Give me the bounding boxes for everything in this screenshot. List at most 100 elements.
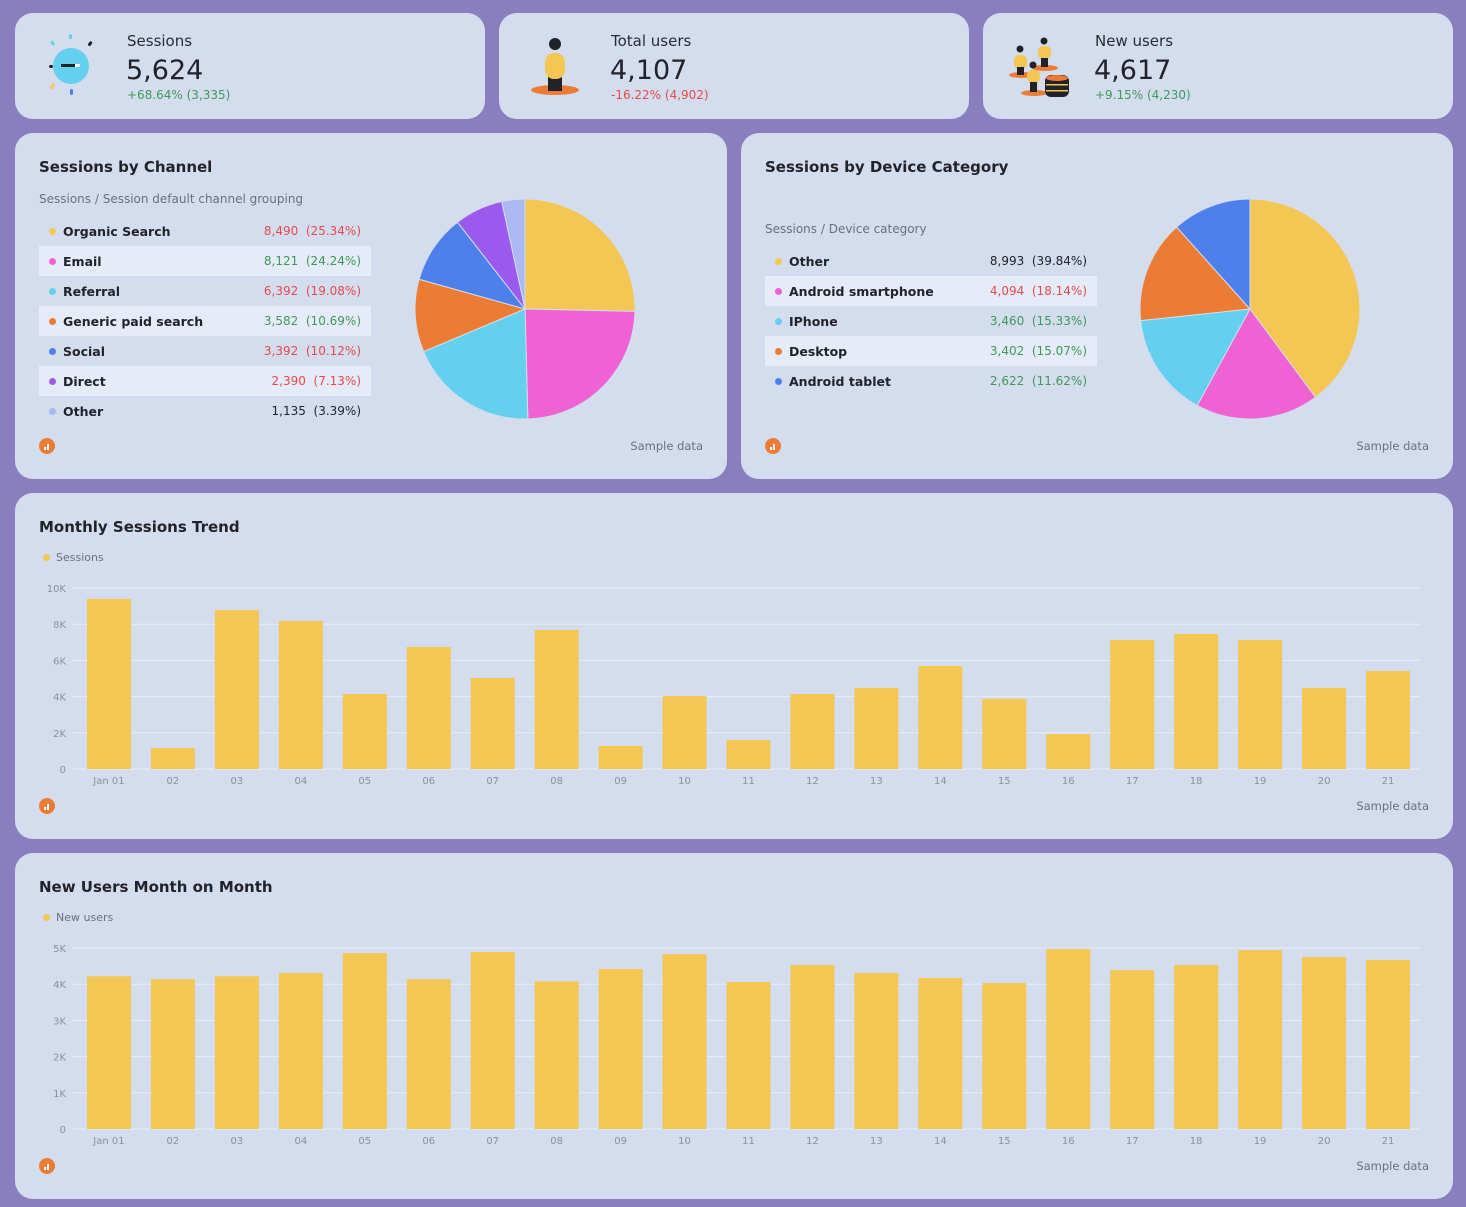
x-tick-label: 04 [294,1136,307,1147]
pie-slice[interactable] [1249,198,1361,399]
item-name: Email [63,253,102,269]
list-item[interactable]: Android tablet 2,622 (11.62%) [765,366,1097,396]
bar[interactable] [214,610,259,769]
x-tick-label: 17 [1126,1136,1139,1147]
kpi-value: 5,624 [126,55,204,86]
pie-slice[interactable] [1140,308,1251,407]
bar[interactable] [1302,957,1347,1129]
kpi-card-total-users: Total users 4,107 -16.22% (4,902) [499,13,969,119]
legend-dot [49,227,56,235]
x-tick-label: 08 [550,1136,563,1147]
pie-slice[interactable] [422,308,529,420]
x-tick-label: Jan 01 [92,776,124,787]
x-tick-label: 06 [422,1136,435,1147]
item-value: 1,135 (3.39%) [271,404,361,418]
bar[interactable] [150,979,195,1129]
bar[interactable] [342,953,387,1129]
legend-dot [775,347,782,355]
item-value: 4,094 (18.14%) [989,284,1087,298]
item-name: Direct [63,373,106,389]
bar[interactable] [1366,671,1411,769]
bar[interactable] [982,983,1027,1129]
list-item[interactable]: Generic paid search 3,582 (10.69%) [39,306,371,336]
bar[interactable] [470,951,515,1129]
x-tick-label: 10 [678,1136,691,1147]
chart-title: Monthly Sessions Trend [39,518,240,536]
list-item[interactable]: Organic Search 8,490 (25.34%) [39,216,371,246]
list-item[interactable]: Referral 6,392 (19.08%) [39,276,371,306]
bar[interactable] [854,687,899,769]
sessions-by-device-card: Sessions by Device Category Sessions / D… [741,133,1453,479]
y-tick-label: 10K [47,584,67,595]
bar[interactable] [982,698,1027,769]
y-tick-label: 0 [60,1125,66,1136]
list-item[interactable]: Desktop 3,402 (15.07%) [765,336,1097,366]
bar[interactable] [918,978,963,1129]
pie-slice[interactable] [1175,198,1251,311]
bar[interactable] [406,979,451,1129]
legend-label: New users [56,911,114,924]
item-value: 6,392 (19.08%) [263,284,361,298]
x-tick-label: 06 [422,776,435,787]
bar[interactable] [726,740,771,769]
chart-logo-icon [39,798,55,814]
list-item[interactable]: Android smartphone 4,094 (18.14%) [765,276,1097,306]
bar[interactable] [470,677,515,769]
list-item[interactable]: Other 1,135 (3.39%) [39,396,371,426]
bar[interactable] [790,694,835,769]
list-item[interactable]: Social 3,392 (10.12%) [39,336,371,366]
bar[interactable] [662,696,707,769]
legend-dot [775,257,782,265]
bar[interactable] [278,620,323,769]
bar[interactable] [150,748,195,769]
bar[interactable] [1046,949,1091,1129]
person-icon [531,38,579,95]
list-item[interactable]: Email 8,121 (24.24%) [39,246,371,276]
kpi-label: Sessions [127,32,193,50]
x-tick-label: 13 [870,1136,883,1147]
bar[interactable] [790,965,835,1129]
pie-slice[interactable] [524,198,636,312]
item-value: 3,582 (10.69%) [263,314,361,328]
bar[interactable] [1110,970,1155,1129]
lightbulb-icon [49,34,93,95]
bar[interactable] [86,598,131,769]
bar[interactable] [598,746,643,769]
bar[interactable] [1238,950,1283,1129]
x-tick-label: 12 [806,1136,819,1147]
x-tick-label: 13 [870,776,883,787]
bar[interactable] [662,954,707,1129]
item-value: 2,390 (7.13%) [271,374,361,388]
bar[interactable] [854,972,899,1129]
bar[interactable] [534,981,579,1129]
pie-slice[interactable] [1139,226,1252,322]
sample-data-label: Sample data [1356,439,1429,453]
bar[interactable] [342,694,387,769]
bar[interactable] [1302,687,1347,769]
bar[interactable] [1174,965,1219,1129]
pie-slice[interactable] [418,221,527,310]
bar[interactable] [1366,959,1411,1129]
list-item[interactable]: IPhone 3,460 (15.33%) [765,306,1097,336]
bar[interactable] [534,629,579,769]
new-users-month-card: New Users Month on Month New users 0 1K 2K… [15,853,1453,1199]
x-tick-label: 14 [934,1136,947,1147]
bar[interactable] [86,976,131,1129]
bar[interactable] [406,647,451,769]
kpi-card-sessions: Sessions 5,624 +68.64% (3,335) [15,13,485,119]
pie-slice[interactable] [501,198,526,310]
pie-slice[interactable] [524,308,636,420]
bar[interactable] [598,968,643,1129]
bar[interactable] [918,666,963,769]
bar[interactable] [726,982,771,1129]
bar[interactable] [1238,639,1283,769]
bar[interactable] [214,976,259,1129]
bar[interactable] [1174,633,1219,769]
list-item[interactable]: Direct 2,390 (7.13%) [39,366,371,396]
bar[interactable] [1046,734,1091,769]
bar[interactable] [278,972,323,1129]
bar[interactable] [1110,639,1155,769]
list-item[interactable]: Other 8,993 (39.84%) [765,246,1097,276]
pie-slice[interactable] [414,278,527,353]
pie-slice[interactable] [1196,308,1317,420]
